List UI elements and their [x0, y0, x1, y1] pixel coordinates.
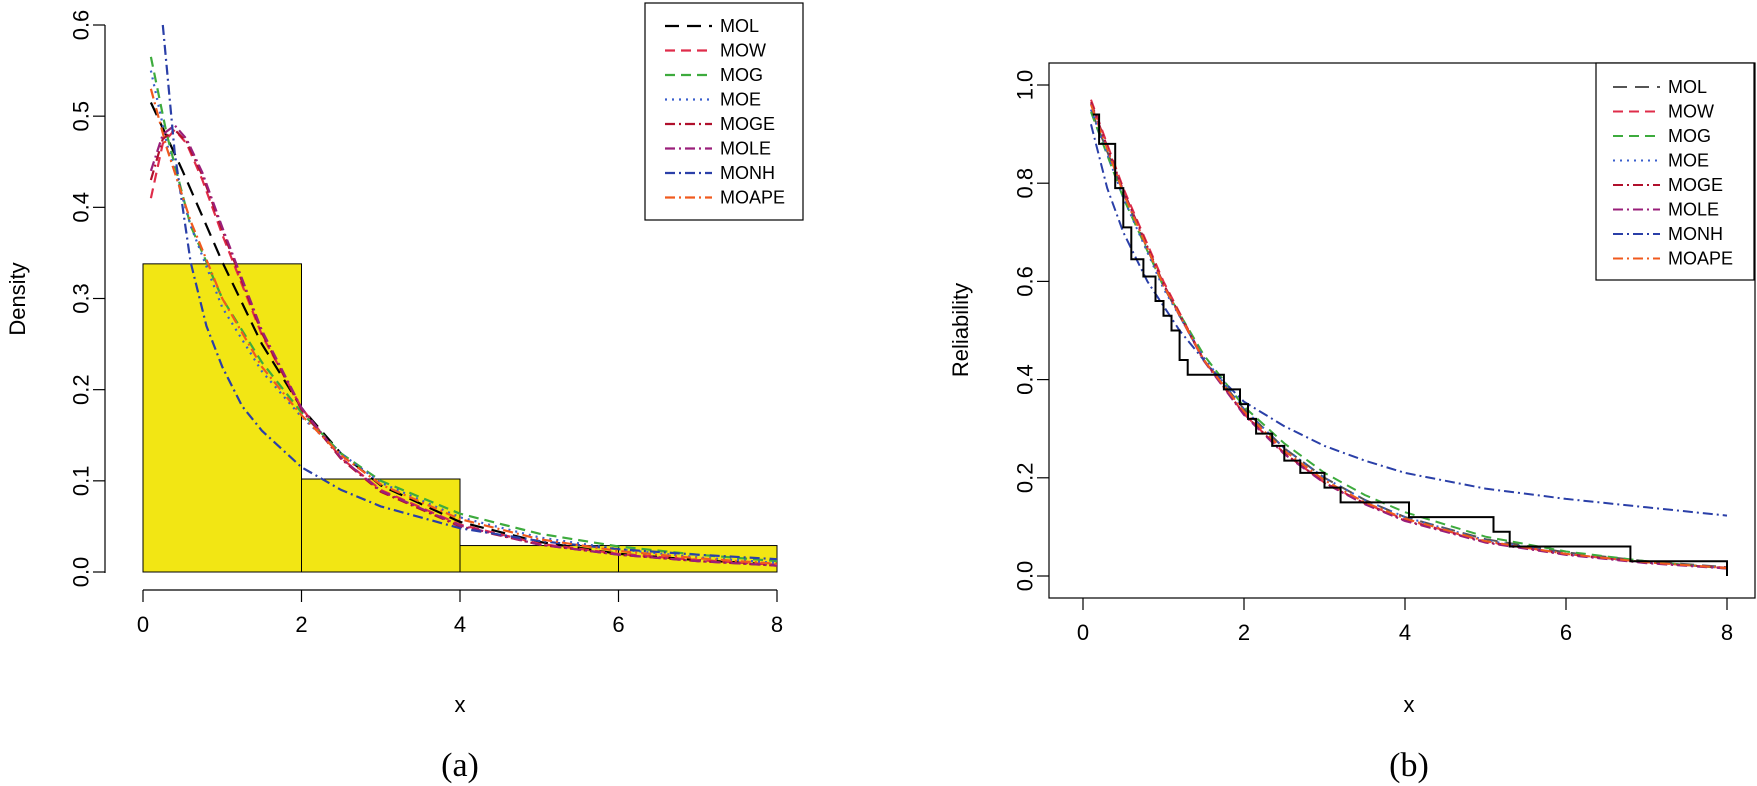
x-tick-label: 0	[1077, 620, 1089, 645]
histogram-bar-0	[142, 263, 302, 573]
y-tick-label: 0.2	[1013, 463, 1038, 494]
x-axis-label: x	[455, 692, 466, 717]
curve-mog	[149, 56, 778, 563]
legend-box	[1595, 62, 1755, 281]
curve-monh	[161, 24, 778, 561]
x-tick-label: 8	[771, 612, 783, 637]
y-axis-ticks: 0.0 0.2 0.4 0.6 0.8 1.0	[1013, 70, 1049, 592]
x-tick-label: 0	[137, 612, 149, 637]
y-tick-label: 0.3	[69, 283, 94, 314]
y-tick-label: 0.4	[1013, 364, 1038, 395]
y-tick-label: 0.2	[69, 374, 94, 405]
legend: MOL MOW MOG MOE MOGE MOLE MONH MOAPE	[1613, 77, 1733, 269]
x-tick-label: 2	[1238, 620, 1250, 645]
y-tick-label: 0.0	[1013, 561, 1038, 592]
legend-box	[644, 2, 804, 221]
legend-label-moe: MOE	[1668, 151, 1709, 171]
panel-b-reliability-chart: 0 2 4 6 8 0.0 0.2 0.4 0.6 0.8 1.0 x Reliability M…	[948, 62, 1756, 717]
y-tick-label: 0.0	[69, 557, 94, 588]
x-axis-label: x	[1404, 692, 1415, 717]
x-tick-label: 4	[1399, 620, 1411, 645]
legend-label-mow: MOW	[1668, 102, 1714, 122]
empirical-step-curve	[1092, 113, 1728, 576]
legend-label-moape: MOAPE	[1668, 249, 1733, 269]
y-tick-label: 0.5	[69, 101, 94, 132]
y-tick-label: 0.6	[1013, 266, 1038, 297]
legend-label-moge: MOGE	[720, 114, 775, 134]
plot-frame	[1048, 62, 1756, 599]
legend-label-mow: MOW	[720, 41, 766, 61]
y-tick-label: 0.4	[69, 192, 94, 223]
legend-label-mol: MOL	[1668, 77, 1707, 97]
legend-label-moape: MOAPE	[720, 188, 785, 208]
x-tick-label: 4	[454, 612, 466, 637]
density-curves	[149, 24, 778, 567]
legend-label-mole: MOLE	[1668, 200, 1719, 220]
caption-b: (b)	[1389, 747, 1429, 784]
histogram-bars	[142, 263, 778, 573]
legend: MOL MOW MOG MOE MOGE MOLE MONH MOAPE	[665, 16, 785, 208]
y-axis-label: Reliability	[948, 283, 973, 377]
legend-label-mog: MOG	[1668, 126, 1711, 146]
x-tick-label: 6	[612, 612, 624, 637]
y-tick-label: 0.8	[1013, 168, 1038, 199]
x-tick-label: 6	[1560, 620, 1572, 645]
x-axis-ticks: 0 2 4 6 8	[1077, 598, 1733, 645]
legend-label-mol: MOL	[720, 16, 759, 36]
panel-a-density-chart: 0 2 4 6 8 0.0 0.1 0.2 0.3 0.4 0.5 0.6 x Density MO…	[5, 2, 804, 717]
x-tick-label: 2	[295, 612, 307, 637]
y-axis-label: Density	[5, 262, 30, 335]
curve-monh	[1090, 124, 1728, 517]
y-tick-label: 0.1	[69, 466, 94, 497]
legend-label-monh: MONH	[1668, 224, 1723, 244]
histogram-bar-1	[301, 478, 461, 573]
curve-moape	[1090, 104, 1728, 570]
y-axis-ticks: 0.0 0.1 0.2 0.3 0.4 0.5 0.6	[69, 10, 105, 588]
legend-label-moge: MOGE	[1668, 175, 1723, 195]
legend-label-mole: MOLE	[720, 139, 771, 159]
x-axis-ticks: 0 2 4 6 8	[137, 590, 783, 637]
y-tick-label: 1.0	[1013, 70, 1038, 101]
legend-label-monh: MONH	[720, 163, 775, 183]
caption-a: (a)	[441, 747, 479, 784]
y-tick-label: 0.6	[69, 10, 94, 41]
legend-label-mog: MOG	[720, 65, 763, 85]
x-tick-label: 8	[1721, 620, 1733, 645]
legend-label-moe: MOE	[720, 90, 761, 110]
histogram-bar-2	[459, 545, 619, 573]
curve-mole	[149, 123, 778, 567]
